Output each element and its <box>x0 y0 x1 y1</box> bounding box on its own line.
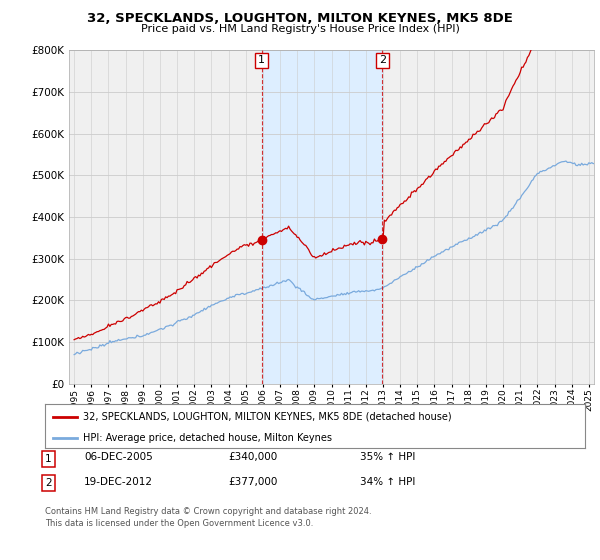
Text: Price paid vs. HM Land Registry's House Price Index (HPI): Price paid vs. HM Land Registry's House … <box>140 24 460 34</box>
Text: 19-DEC-2012: 19-DEC-2012 <box>84 477 153 487</box>
Text: £377,000: £377,000 <box>228 477 277 487</box>
Text: 2: 2 <box>379 55 386 66</box>
Text: 34% ↑ HPI: 34% ↑ HPI <box>360 477 415 487</box>
Text: 06-DEC-2005: 06-DEC-2005 <box>84 452 153 463</box>
Text: 1: 1 <box>258 55 265 66</box>
Text: 35% ↑ HPI: 35% ↑ HPI <box>360 452 415 463</box>
Text: 2: 2 <box>45 478 52 488</box>
Text: 1: 1 <box>45 454 52 464</box>
Text: 32, SPECKLANDS, LOUGHTON, MILTON KEYNES, MK5 8DE (detached house): 32, SPECKLANDS, LOUGHTON, MILTON KEYNES,… <box>83 412 451 422</box>
Text: £340,000: £340,000 <box>228 452 277 463</box>
Text: HPI: Average price, detached house, Milton Keynes: HPI: Average price, detached house, Milt… <box>83 432 332 442</box>
Text: 32, SPECKLANDS, LOUGHTON, MILTON KEYNES, MK5 8DE: 32, SPECKLANDS, LOUGHTON, MILTON KEYNES,… <box>87 12 513 25</box>
Text: Contains HM Land Registry data © Crown copyright and database right 2024.
This d: Contains HM Land Registry data © Crown c… <box>45 507 371 528</box>
Bar <box>262 50 382 384</box>
